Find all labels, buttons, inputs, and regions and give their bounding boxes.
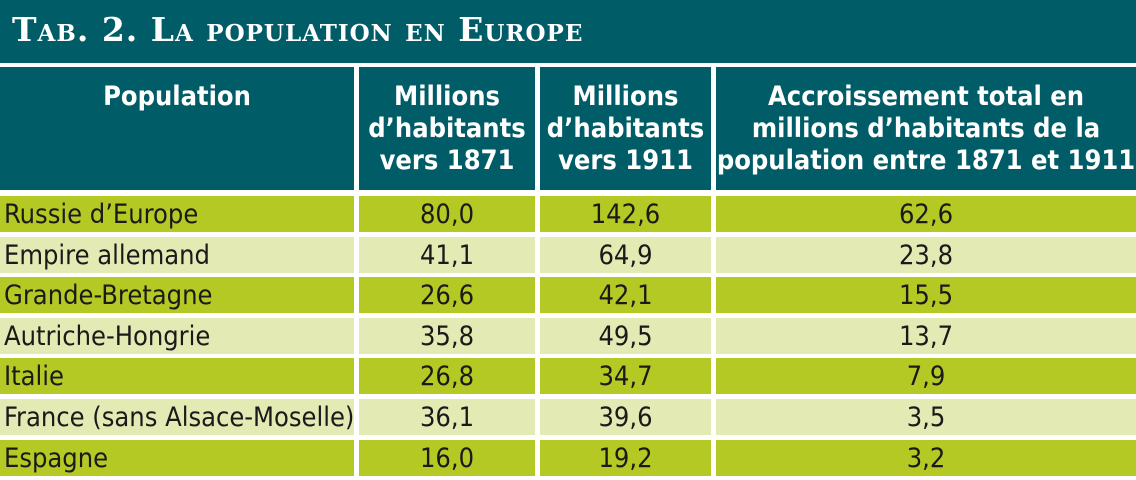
row-label: Italie [0,358,354,394]
header-population: Population [0,67,354,190]
table-cell: 19,2 [540,440,711,476]
title-bar: Tab. 2. La population en Europe [0,0,1136,63]
table-cell: 62,6 [716,196,1136,232]
table-cell: 7,9 [716,358,1136,394]
table-cell: 34,7 [540,358,711,394]
table-cell: 26,8 [359,358,535,394]
table-title: Tab. 2. La population en Europe [12,10,584,49]
header-1871-label: Millions d’habitants vers 1871 [368,81,526,176]
header-1871: Millions d’habitants vers 1871 [359,67,535,190]
row-label: Grande-Bretagne [0,277,354,313]
table-cell: 142,6 [540,196,711,232]
table-cell: 36,1 [359,399,535,435]
table-cell: 42,1 [540,277,711,313]
row-label: Espagne [0,440,354,476]
header-population-label: Population [103,81,251,112]
row-label: Autriche-Hongrie [0,318,354,354]
table-cell: 23,8 [716,237,1136,273]
row-label: Empire allemand [0,237,354,273]
table-cell: 3,5 [716,399,1136,435]
header-increase-label: Accroissement total en millions d’habita… [716,81,1136,176]
table-cell: 35,8 [359,318,535,354]
table-cell: 26,6 [359,277,535,313]
row-label: France (sans Alsace-Moselle) [0,399,354,435]
table-cell: 3,2 [716,440,1136,476]
header-1911-label: Millions d’habitants vers 1911 [546,81,705,176]
table-cell: 39,6 [540,399,711,435]
table-cell: 16,0 [359,440,535,476]
table-cell: 13,7 [716,318,1136,354]
table-cell: 64,9 [540,237,711,273]
table-cell: 49,5 [540,318,711,354]
table-cell: 15,5 [716,277,1136,313]
table-cell: 80,0 [359,196,535,232]
table-cell: 41,1 [359,237,535,273]
header-1911: Millions d’habitants vers 1911 [540,67,711,190]
row-label: Russie d’Europe [0,196,354,232]
header-increase: Accroissement total en millions d’habita… [716,67,1136,190]
